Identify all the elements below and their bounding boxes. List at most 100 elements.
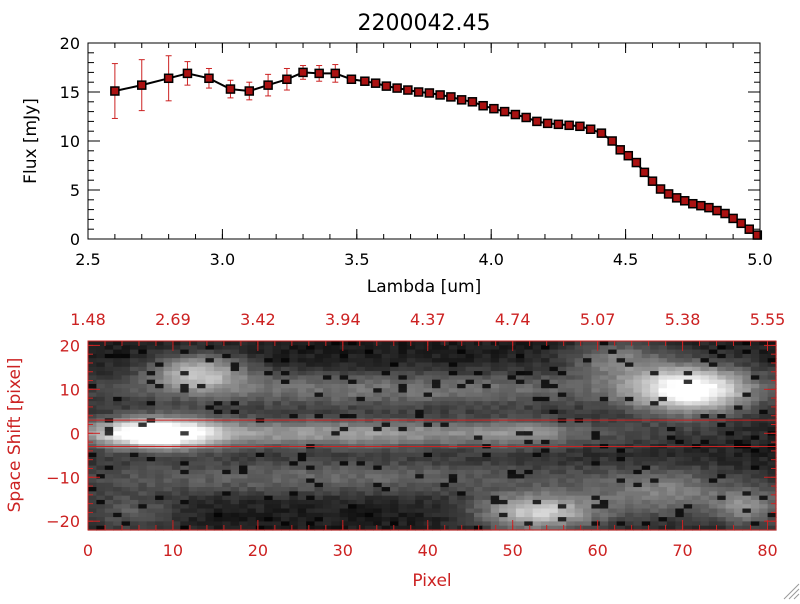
image-pixel [247, 456, 257, 462]
image-pixel [331, 504, 341, 510]
image-pixel [121, 418, 131, 424]
image-pixel [473, 388, 483, 394]
image-pixel [473, 353, 483, 359]
image-pixel [314, 345, 324, 351]
image-pixel [524, 487, 534, 492]
image-pixel [448, 504, 458, 510]
image-pixel [188, 491, 198, 497]
image-pixel [708, 375, 718, 381]
image-pixel [574, 405, 584, 411]
image-pixel [759, 435, 769, 441]
image-pixel [96, 465, 106, 471]
image-pixel [104, 366, 114, 372]
image-pixel [406, 409, 416, 415]
image-pixel [155, 504, 165, 510]
image-pixel [306, 461, 316, 467]
image-pixel [398, 452, 408, 458]
image-pixel [213, 383, 223, 389]
image-pixel [88, 405, 97, 411]
image-pixel [641, 383, 651, 389]
image-pixel [88, 452, 97, 458]
image-pixel [373, 358, 383, 364]
image-pixel [230, 482, 240, 488]
image-pixel [373, 431, 383, 437]
image-pixel [205, 366, 215, 372]
image-pixel [683, 375, 693, 381]
image-pixel [306, 375, 316, 381]
image-pixel [96, 414, 106, 419]
image-pixel [658, 401, 668, 407]
image-pixel [113, 508, 123, 514]
image-pixel [708, 469, 718, 475]
image-pixel [767, 482, 777, 488]
image-pixel [297, 345, 307, 351]
image-pixel [280, 456, 290, 462]
image-pixel [457, 465, 467, 471]
image-pixel [113, 349, 123, 355]
image-pixel [473, 414, 483, 419]
image-pixel [700, 409, 710, 415]
image-pixel [465, 375, 475, 381]
image-pixel [222, 366, 232, 372]
image-pixel [146, 383, 156, 389]
image-pixel [289, 383, 299, 389]
image-pixel [180, 521, 190, 527]
image-pixel [188, 353, 198, 359]
image-pixel [725, 405, 735, 411]
resize-grip-icon[interactable] [783, 583, 800, 600]
image-pixel [146, 349, 156, 355]
image-pixel [549, 482, 559, 488]
image-pixel [734, 341, 744, 346]
image-pixel [339, 461, 349, 467]
image-pixel [222, 379, 232, 385]
image-pixel [599, 396, 609, 402]
image-pixel [180, 409, 190, 415]
image-pixel [683, 414, 693, 419]
image-pixel [490, 474, 500, 480]
image-pixel [666, 431, 676, 437]
image-pixel [306, 517, 316, 523]
image-pixel [222, 508, 232, 514]
image-pixel [188, 469, 198, 475]
image-pixel [272, 448, 282, 454]
image-pixel [339, 512, 349, 518]
image-pixel [549, 358, 559, 364]
image-pixel [255, 504, 265, 510]
image-pixel [633, 478, 643, 484]
image-pixel [205, 435, 215, 441]
image-pixel [255, 422, 265, 428]
image-pixel [465, 499, 475, 505]
image-pixel [633, 349, 643, 355]
image-pixel [155, 448, 165, 454]
image-pixel [348, 525, 358, 531]
image-pixel [549, 345, 559, 351]
image-pixel [247, 353, 257, 359]
data-point [744, 224, 754, 234]
image-pixel [650, 487, 660, 492]
image-pixel [583, 504, 593, 510]
image-pixel [373, 461, 383, 467]
image-pixel [658, 341, 668, 346]
image-pixel [423, 405, 433, 411]
image-x-tick-label: 60 [587, 541, 607, 560]
image-pixel [113, 345, 123, 351]
image-pixel [339, 482, 349, 488]
image-pixel [146, 431, 156, 437]
image-pixel [280, 422, 290, 428]
image-pixel [490, 366, 500, 372]
image-pixel [683, 422, 693, 428]
image-pixel [322, 371, 332, 376]
image-pixel [549, 375, 559, 381]
image-pixel [314, 431, 324, 437]
image-pixel [272, 521, 282, 527]
image-pixel [675, 517, 685, 523]
image-pixel [524, 401, 534, 407]
image-pixel [532, 521, 542, 527]
image-pixel [616, 482, 626, 488]
image-pixel [155, 491, 165, 497]
image-pixel [742, 452, 752, 458]
image-pixel [180, 401, 190, 407]
image-pixel [557, 401, 567, 407]
image-pixel [322, 414, 332, 419]
image-pixel [364, 512, 374, 518]
